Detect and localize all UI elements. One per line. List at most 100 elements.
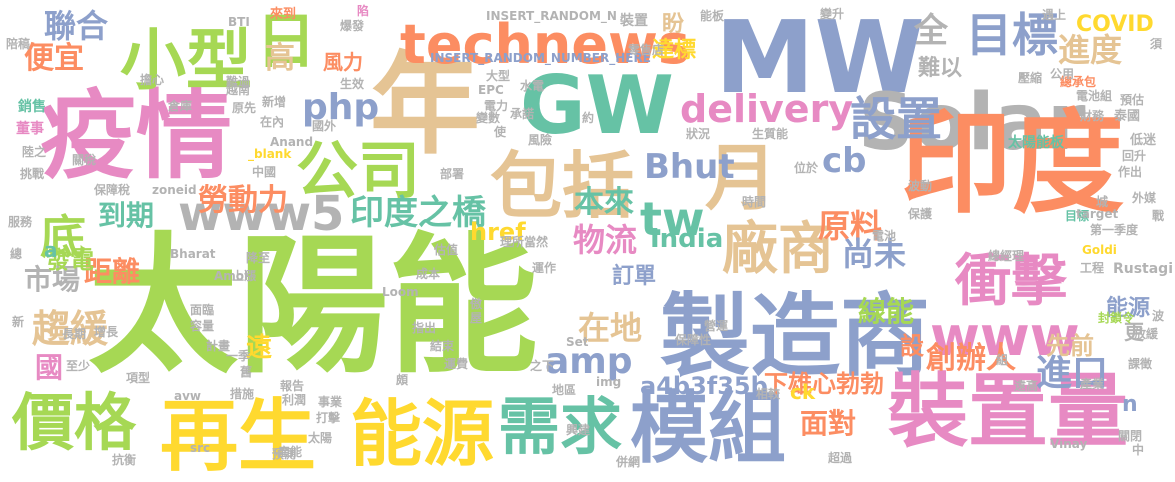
word-46: 底	[40, 210, 86, 264]
word-24: www	[930, 305, 1080, 368]
word-105: 關閉	[1118, 429, 1143, 443]
word-121: 狀況	[686, 127, 711, 141]
word-114: EPC	[478, 83, 504, 97]
word-139: 降至	[246, 251, 271, 265]
word-167: 擔心	[140, 73, 165, 87]
word-147: Set	[566, 335, 589, 349]
word-55: 訂單	[612, 264, 657, 289]
word-66: 國	[35, 351, 64, 384]
word-13: 價格	[12, 386, 137, 459]
word-36: 達標	[652, 38, 697, 63]
word-137: Amol	[214, 269, 249, 283]
word-47: 原料	[818, 207, 883, 245]
word-53: amp	[545, 341, 633, 382]
word-100: Goldi	[1082, 243, 1117, 257]
word-75: BTI	[228, 15, 250, 29]
word-6: 印度	[900, 99, 1124, 229]
word-185: 中	[1132, 443, 1145, 457]
word-102: 放緩	[1134, 327, 1159, 341]
word-90: 太陽能板	[1008, 135, 1064, 151]
word-68: a	[44, 238, 58, 262]
word-85: 泰國	[1114, 109, 1141, 124]
word-184: 戰	[1152, 209, 1165, 223]
word-113: 國外	[312, 119, 337, 133]
word-152: 營運	[704, 319, 729, 333]
word-54: 在地	[578, 309, 643, 347]
word-87: 董事	[16, 121, 44, 137]
word-157: 事業	[318, 395, 343, 409]
word-181: 回升	[1122, 149, 1147, 163]
word-148: img	[596, 375, 622, 389]
word-26: php	[302, 87, 380, 128]
word-170: 陸之	[22, 145, 47, 159]
word-140: Loom	[382, 285, 419, 299]
word-200: 遠高	[1014, 379, 1039, 393]
word-151: 保障性	[675, 333, 712, 347]
word-65: 發電	[46, 246, 94, 274]
word-79: 陷	[357, 4, 370, 18]
word-9: 模組	[630, 384, 787, 474]
word-73: INSERT_RANDOM_N	[486, 9, 617, 23]
word-199: 組	[996, 353, 1009, 367]
word-69: 設	[900, 332, 924, 360]
word-150: 相較	[756, 387, 781, 401]
word-63: href	[470, 218, 526, 246]
word-154: 報告	[280, 379, 305, 393]
word-91: 低迷	[1130, 133, 1157, 148]
word-120: 風險	[528, 133, 553, 147]
word-156: 措施	[230, 387, 255, 401]
word-41: 到期	[98, 199, 155, 232]
word-32: 高	[265, 41, 295, 76]
word-198: 陪稿	[6, 37, 31, 51]
word-180: 壓縮	[1018, 71, 1043, 85]
word-84: 預估	[1120, 93, 1145, 107]
word-144: 一季	[226, 349, 251, 363]
word-5: Solar	[858, 78, 1086, 168]
word-108: 抗衡	[112, 453, 137, 467]
word-42: 本來	[574, 185, 634, 220]
word-149: 地區	[552, 383, 577, 397]
word-37: 盼	[662, 12, 685, 37]
word-176: 項型	[126, 371, 151, 385]
word-38: Bhut	[644, 147, 735, 187]
word-95: 工程	[1080, 261, 1105, 275]
word-25: delivery	[680, 87, 854, 131]
word-119: 承諾	[510, 107, 535, 121]
word-190: 舊	[240, 365, 253, 379]
word-160: 預測	[272, 447, 297, 461]
word-96: 服務	[8, 215, 33, 229]
word-48: India	[650, 224, 724, 254]
word-145: 指出	[412, 321, 437, 335]
word-161: 產能	[278, 445, 303, 459]
word-22: 廠商	[722, 217, 834, 282]
word-60: a4b3f35b	[640, 372, 768, 400]
word-94: 外媒	[1132, 191, 1157, 205]
word-35: COVID	[1076, 12, 1154, 37]
word-67: 遠	[246, 333, 273, 363]
word-127: 電池	[872, 229, 897, 243]
word-109: Anand	[270, 135, 314, 149]
word-165: 零售店	[628, 43, 665, 57]
word-192: 之下	[530, 359, 555, 373]
word-131: 部署	[440, 167, 465, 181]
word-174: 長期	[62, 327, 87, 341]
word-182: target	[1076, 207, 1119, 221]
word-104: 產業	[1080, 377, 1105, 391]
word-82: 能板	[700, 9, 725, 23]
word-70: n	[1122, 392, 1138, 417]
word-10: 再生	[160, 392, 317, 482]
word-81: 遇上	[1042, 8, 1067, 22]
word-166: 生效	[340, 77, 365, 91]
word-130: zoneid	[152, 183, 197, 197]
word-123: 位於	[794, 161, 819, 175]
word-71: 能源	[1106, 296, 1151, 321]
word-183: 城	[1096, 195, 1109, 209]
word-12: 需求	[498, 390, 623, 463]
word-124: 時間	[742, 195, 767, 209]
word-122: 生質能	[752, 127, 789, 141]
word-116: 電力	[484, 99, 509, 113]
word-57: 進口	[1036, 353, 1109, 394]
word-56: 線能	[858, 295, 915, 328]
word-189: src	[190, 441, 211, 455]
